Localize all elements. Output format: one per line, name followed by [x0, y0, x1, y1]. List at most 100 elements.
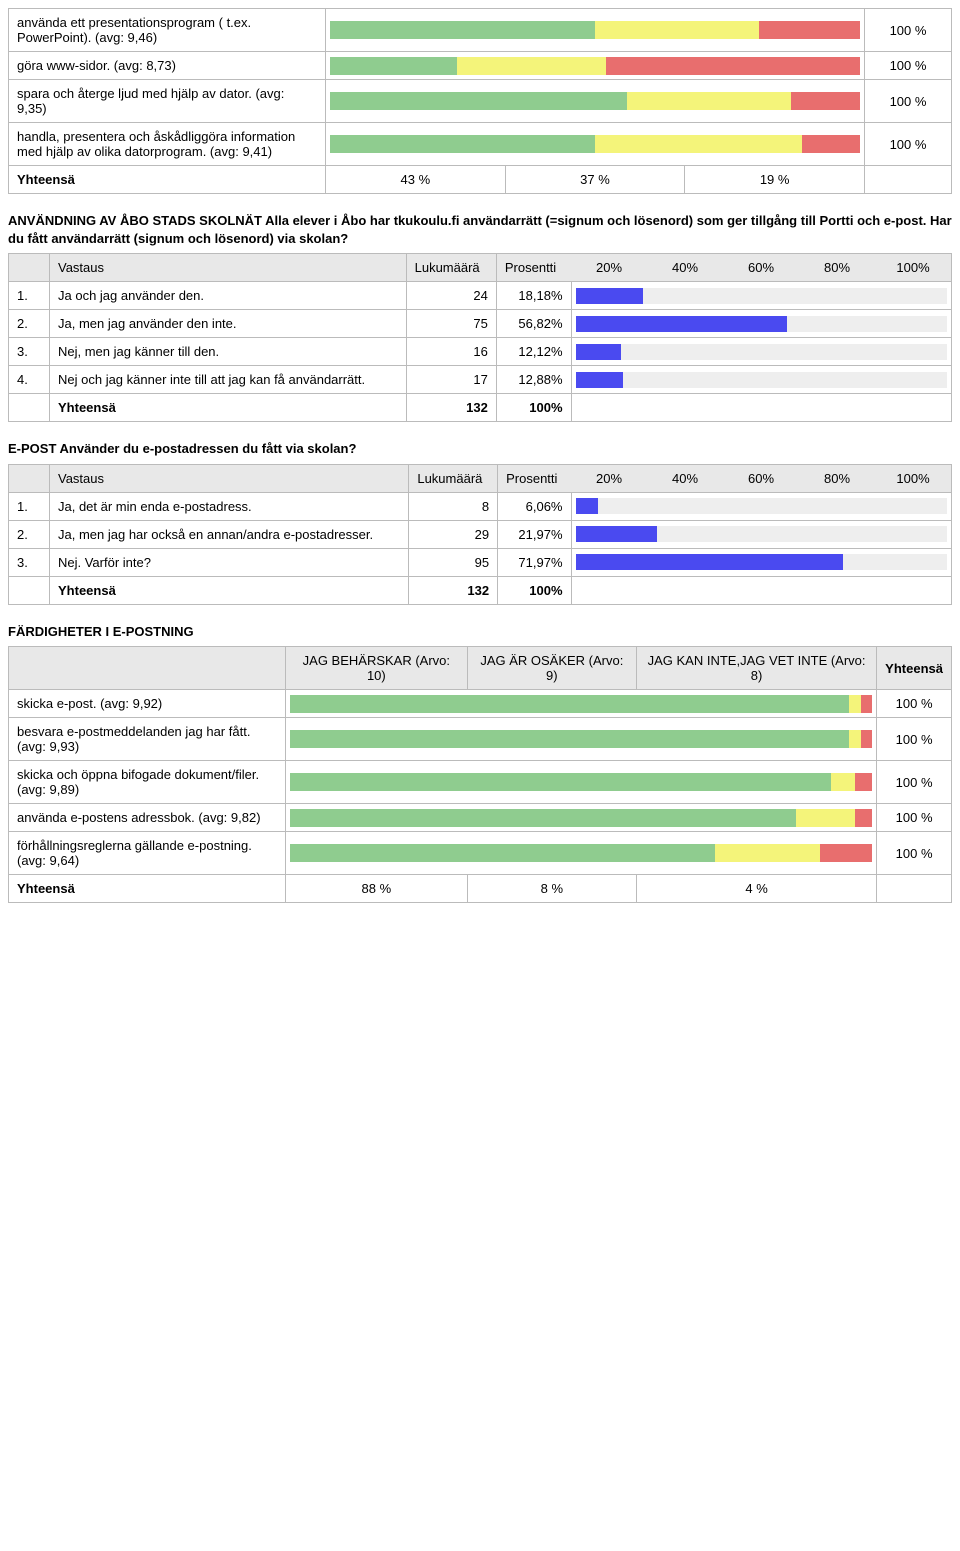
- survey-header-cell: Prosentti: [498, 464, 571, 492]
- survey-header-cell: 80%: [799, 254, 875, 282]
- skills-total-label: Yhteensä: [9, 875, 286, 903]
- survey-row-bar: [571, 282, 952, 310]
- section1-row-total: 100 %: [865, 52, 952, 80]
- section1-stacked-bar: [326, 123, 865, 166]
- section1-total-cell: 43 %: [326, 166, 506, 194]
- section1-row-total: 100 %: [865, 123, 952, 166]
- q1-title: ANVÄNDNING AV ÅBO STADS SKOLNÄT Alla ele…: [8, 212, 952, 247]
- skills-row-total: 100 %: [877, 804, 952, 832]
- skills-row-label: skicka e-post. (avg: 9,92): [9, 690, 286, 718]
- skills-row-label: förhållningsreglerna gällande e-postning…: [9, 832, 286, 875]
- section1-total-label: Yhteensä: [9, 166, 326, 194]
- section1-stacked-bar: [326, 9, 865, 52]
- section1-stacked-bar: [326, 52, 865, 80]
- survey-row-index: 4.: [9, 366, 50, 394]
- survey-total-barcell: [571, 394, 952, 422]
- survey-row-pct: 56,82%: [496, 310, 571, 338]
- survey-header-cell: Vastaus: [50, 254, 407, 282]
- skills-total-cell: 4 %: [636, 875, 876, 903]
- survey-row-bar: [571, 338, 952, 366]
- survey-header-cell: 20%: [571, 464, 647, 492]
- survey-header-cell: 100%: [875, 254, 952, 282]
- survey-header-cell: Lukumäärä: [406, 254, 496, 282]
- section1-row-label: göra www-sidor. (avg: 8,73): [9, 52, 326, 80]
- survey-row-pct: 6,06%: [498, 492, 571, 520]
- survey-total-label: Yhteensä: [50, 394, 407, 422]
- survey-total-pct: 100%: [498, 576, 571, 604]
- skills-stacked-bar: [286, 832, 877, 875]
- skills-header-cell: JAG KAN INTE,JAG VET INTE (Arvo: 8): [636, 647, 876, 690]
- survey-header-cell: Lukumäärä: [409, 464, 498, 492]
- survey-header-cell: 100%: [875, 464, 952, 492]
- q2-title: E-POST Använder du e-postadressen du fåt…: [8, 440, 952, 458]
- survey-row-count: 17: [406, 366, 496, 394]
- skills-row-total: 100 %: [877, 761, 952, 804]
- survey-header-empty: [9, 464, 50, 492]
- survey-row-index: 2.: [9, 310, 50, 338]
- survey-row-label: Ja, men jag har också en annan/andra e-p…: [50, 520, 409, 548]
- survey-row-label: Nej och jag känner inte till att jag kan…: [50, 366, 407, 394]
- survey-row-count: 24: [406, 282, 496, 310]
- survey-row-count: 8: [409, 492, 498, 520]
- skills-total-cell: 88 %: [286, 875, 468, 903]
- section1-table: använda ett presentationsprogram ( t.ex.…: [8, 8, 952, 194]
- q2-table: VastausLukumääräProsentti20%40%60%80%100…: [8, 464, 952, 605]
- skills-title: FÄRDIGHETER I E-POSTNING: [8, 623, 952, 641]
- skills-header-cell: JAG BEHÄRSKAR (Arvo: 10): [286, 647, 468, 690]
- skills-row-total: 100 %: [877, 832, 952, 875]
- survey-header-empty: [9, 254, 50, 282]
- survey-header-cell: Vastaus: [50, 464, 409, 492]
- survey-header-cell: Prosentti: [496, 254, 571, 282]
- section1-stacked-bar: [326, 80, 865, 123]
- q1-table: VastausLukumääräProsentti20%40%60%80%100…: [8, 253, 952, 422]
- skills-total-cell: 8 %: [467, 875, 636, 903]
- skills-header-cell: Yhteensä: [877, 647, 952, 690]
- survey-row-label: Nej. Varför inte?: [50, 548, 409, 576]
- survey-row-count: 95: [409, 548, 498, 576]
- skills-row-label: besvara e-postmeddelanden jag har fått. …: [9, 718, 286, 761]
- survey-row-bar: [571, 310, 952, 338]
- survey-row-count: 29: [409, 520, 498, 548]
- skills-header-cell: JAG ÄR OSÄKER (Arvo: 9): [467, 647, 636, 690]
- survey-row-label: Ja och jag använder den.: [50, 282, 407, 310]
- survey-header-cell: 40%: [647, 254, 723, 282]
- survey-row-index: 3.: [9, 548, 50, 576]
- survey-row-bar: [571, 492, 952, 520]
- survey-row-index: 1.: [9, 282, 50, 310]
- survey-row-index: 2.: [9, 520, 50, 548]
- survey-row-label: Ja, det är min enda e-postadress.: [50, 492, 409, 520]
- survey-row-pct: 18,18%: [496, 282, 571, 310]
- skills-row-total: 100 %: [877, 690, 952, 718]
- survey-row-bar: [571, 366, 952, 394]
- survey-total-empty: [9, 576, 50, 604]
- survey-header-cell: 60%: [723, 464, 799, 492]
- survey-row-pct: 12,12%: [496, 338, 571, 366]
- skills-row-label: använda e-postens adressbok. (avg: 9,82): [9, 804, 286, 832]
- survey-row-index: 3.: [9, 338, 50, 366]
- section1-total-cell: 37 %: [505, 166, 685, 194]
- survey-row-pct: 21,97%: [498, 520, 571, 548]
- survey-total-count: 132: [409, 576, 498, 604]
- skills-stacked-bar: [286, 718, 877, 761]
- skills-row-total: 100 %: [877, 718, 952, 761]
- section1-total-empty: [865, 166, 952, 194]
- skills-stacked-bar: [286, 761, 877, 804]
- section1-row-total: 100 %: [865, 9, 952, 52]
- skills-header-empty: [9, 647, 286, 690]
- section1-row-label: handla, presentera och åskådliggöra info…: [9, 123, 326, 166]
- survey-header-cell: 60%: [723, 254, 799, 282]
- survey-row-pct: 71,97%: [498, 548, 571, 576]
- survey-header-cell: 80%: [799, 464, 875, 492]
- section1-total-cell: 19 %: [685, 166, 865, 194]
- survey-row-label: Nej, men jag känner till den.: [50, 338, 407, 366]
- skills-stacked-bar: [286, 690, 877, 718]
- skills-total-empty: [877, 875, 952, 903]
- survey-row-count: 16: [406, 338, 496, 366]
- survey-row-pct: 12,88%: [496, 366, 571, 394]
- survey-row-index: 1.: [9, 492, 50, 520]
- survey-row-bar: [571, 548, 952, 576]
- survey-total-pct: 100%: [496, 394, 571, 422]
- survey-row-bar: [571, 520, 952, 548]
- skills-row-label: skicka och öppna bifogade dokument/filer…: [9, 761, 286, 804]
- survey-total-empty: [9, 394, 50, 422]
